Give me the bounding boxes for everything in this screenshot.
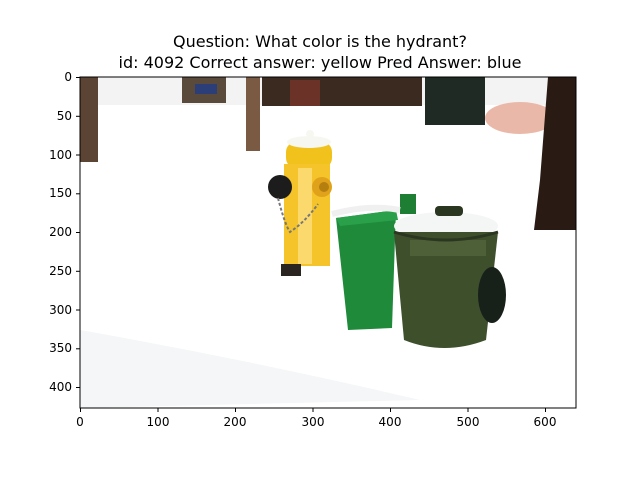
y-tick-marks — [76, 77, 80, 388]
blue-car — [195, 84, 217, 94]
y-tick-label: 250 — [49, 264, 72, 278]
dark-green-trash-bin — [393, 206, 499, 348]
background-buildings — [262, 77, 422, 106]
x-tick-label: 500 — [456, 415, 480, 429]
photo — [80, 77, 576, 408]
x-tick-label: 300 — [301, 415, 325, 429]
right-tree-trunk — [534, 77, 576, 230]
hydrant-chain — [277, 197, 319, 234]
y-tick-label: 400 — [49, 380, 72, 394]
x-tick-label: 600 — [533, 415, 557, 429]
axes-frame — [79, 76, 577, 409]
trash-bag — [478, 267, 506, 323]
x-tick-label: 400 — [378, 415, 402, 429]
y-tick-label: 200 — [49, 225, 72, 239]
green-trash-bin — [331, 194, 416, 330]
figure-title-line-1: Question: What color is the hydrant? — [173, 32, 467, 51]
y-tick-label: 150 — [49, 186, 72, 200]
hydrant-black-cap — [268, 175, 292, 199]
y-tick-label: 300 — [49, 303, 72, 317]
y-tick-label: 50 — [56, 109, 72, 123]
fire-hydrant — [268, 130, 332, 276]
background-shrubs — [425, 77, 485, 125]
x-tick-label: 100 — [146, 415, 170, 429]
figure-title-line-2: id: 4092 Correct answer: yellow Pred Ans… — [118, 53, 522, 72]
wooden-post — [246, 77, 260, 151]
x-tick-label: 0 — [76, 415, 84, 429]
y-tick-label: 0 — [64, 70, 72, 84]
x-tick-label: 200 — [223, 415, 247, 429]
left-tree-trunk — [80, 77, 98, 162]
y-tick-label: 350 — [49, 341, 72, 355]
pink-shrub — [485, 102, 555, 134]
x-tick-marks — [80, 408, 546, 412]
y-tick-label: 100 — [49, 148, 72, 162]
